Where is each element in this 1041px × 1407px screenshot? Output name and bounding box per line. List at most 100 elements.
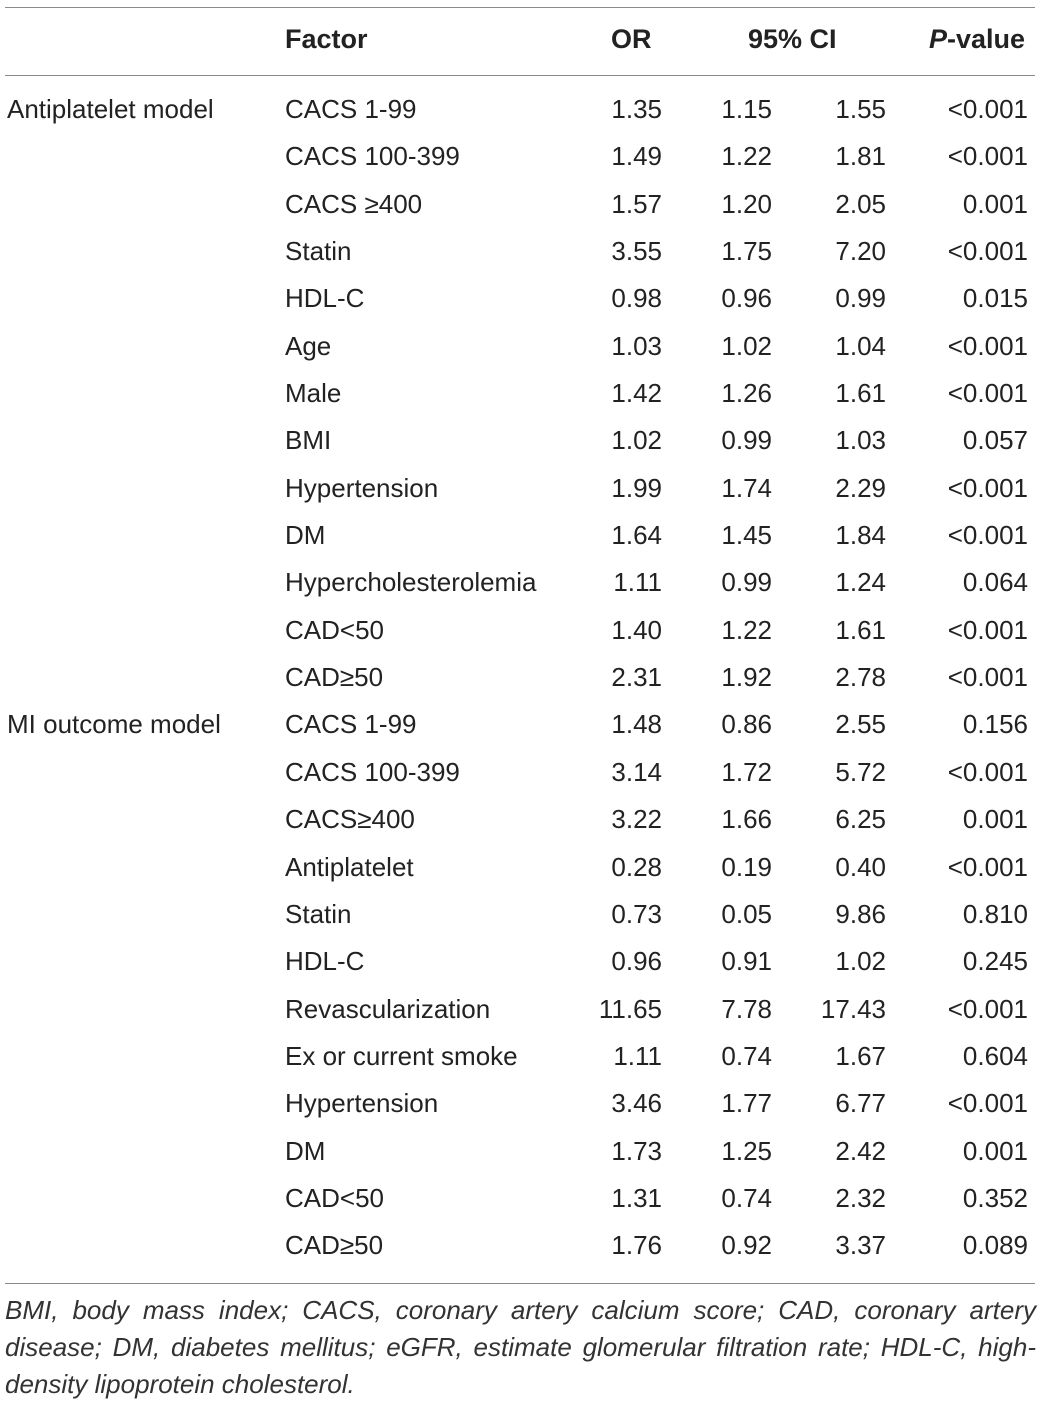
table-row: CAD≥50 1.76 0.92 3.37 0.089 xyxy=(0,1224,1041,1271)
row-or: 1.57 xyxy=(611,188,662,219)
row-or: 1.02 xyxy=(611,425,662,456)
row-ci-upper: 0.40 xyxy=(835,851,886,882)
row-ci-lower: 1.77 xyxy=(721,1088,772,1119)
row-ci-lower: 7.78 xyxy=(721,993,772,1024)
row-or: 3.14 xyxy=(611,756,662,787)
table-header-rule xyxy=(5,75,1035,76)
row-p-value: <0.001 xyxy=(947,236,1028,267)
row-p-value: 0.156 xyxy=(962,709,1028,740)
row-p-value: <0.001 xyxy=(947,94,1028,124)
row-or: 1.40 xyxy=(611,614,662,645)
row-ci-lower: 1.26 xyxy=(721,378,772,409)
row-p-value: <0.001 xyxy=(947,851,1028,882)
row-p-value: 0.001 xyxy=(962,1135,1028,1166)
row-p-value: <0.001 xyxy=(947,614,1028,645)
row-ci-upper: 1.67 xyxy=(835,1040,886,1071)
row-factor: CACS ≥400 xyxy=(285,188,423,219)
row-ci-lower: 0.05 xyxy=(721,898,772,929)
row-factor: HDL-C xyxy=(285,946,365,977)
row-or: 1.48 xyxy=(611,709,662,740)
row-p-value: <0.001 xyxy=(947,472,1028,503)
row-ci-lower: 1.66 xyxy=(721,804,772,835)
table-row: Statin 3.55 1.75 7.20 <0.001 xyxy=(0,230,1041,277)
row-factor: DM xyxy=(285,1135,326,1166)
row-or: 1.42 xyxy=(611,378,662,409)
row-p-value: 0.057 xyxy=(962,425,1028,456)
row-ci-lower: 0.86 xyxy=(721,709,772,740)
row-or: 1.11 xyxy=(613,1040,662,1071)
row-factor: CAD<50 xyxy=(285,1182,384,1213)
row-p-value: 0.604 xyxy=(962,1040,1028,1071)
row-ci-upper: 1.61 xyxy=(835,378,886,409)
row-ci-upper: 1.24 xyxy=(835,567,886,598)
row-p-value: 0.245 xyxy=(962,946,1028,977)
table-top-rule xyxy=(5,7,1035,8)
row-group-label: Antiplatelet model xyxy=(7,94,214,124)
header-p-italic: P xyxy=(929,24,948,54)
row-ci-lower: 0.74 xyxy=(721,1040,772,1071)
row-or: 0.73 xyxy=(611,898,662,929)
row-ci-upper: 2.78 xyxy=(835,662,886,693)
row-p-value: 0.089 xyxy=(962,1230,1028,1261)
row-ci-upper: 1.04 xyxy=(835,330,886,361)
row-or: 2.31 xyxy=(611,662,662,693)
row-factor: Hypertension xyxy=(285,1088,439,1119)
row-ci-upper: 2.55 xyxy=(835,709,886,740)
row-ci-lower: 0.91 xyxy=(721,946,772,977)
row-ci-lower: 1.75 xyxy=(721,236,772,267)
table-row: CACS 100-399 3.14 1.72 5.72 <0.001 xyxy=(0,751,1041,798)
row-factor: Revascularization xyxy=(285,993,491,1024)
row-or: 1.31 xyxy=(611,1182,662,1213)
row-factor: DM xyxy=(285,520,326,551)
table-row: Age 1.03 1.02 1.04 <0.001 xyxy=(0,325,1041,372)
row-factor: Hypercholesterolemia xyxy=(285,567,537,598)
row-ci-upper: 9.86 xyxy=(835,898,886,929)
row-p-value: 0.001 xyxy=(962,188,1028,219)
row-ci-upper: 5.72 xyxy=(835,756,886,787)
table-row: CAD<50 1.40 1.22 1.61 <0.001 xyxy=(0,609,1041,656)
table-footnote: BMI, body mass index; CACS, coronary art… xyxy=(5,1295,1036,1399)
row-ci-lower: 0.92 xyxy=(721,1230,772,1261)
table-row: BMI 1.02 0.99 1.03 0.057 xyxy=(0,419,1041,466)
table-row: Antiplatelet model CACS 1-99 1.35 1.15 1.55 <… xyxy=(0,88,1041,135)
row-ci-lower: 1.02 xyxy=(721,330,772,361)
row-ci-upper: 0.99 xyxy=(835,283,886,314)
table-row: Male 1.42 1.26 1.61 <0.001 xyxy=(0,372,1041,419)
row-or: 0.96 xyxy=(611,946,662,977)
row-or: 1.73 xyxy=(611,1135,662,1166)
row-ci-lower: 1.20 xyxy=(721,188,772,219)
row-or: 3.22 xyxy=(611,804,662,835)
table-header: Factor OR 95% CI P-value xyxy=(0,16,1041,68)
header-or: OR xyxy=(611,24,652,54)
row-ci-lower: 1.15 xyxy=(721,94,772,124)
row-or: 1.35 xyxy=(611,94,662,124)
header-ci: 95% CI xyxy=(748,24,837,54)
table-body: Antiplatelet model CACS 1-99 1.35 1.15 1.55 <… xyxy=(0,88,1041,1272)
row-ci-upper: 1.84 xyxy=(835,520,886,551)
header-p-value: P-value xyxy=(929,24,1025,55)
row-or: 1.99 xyxy=(611,472,662,503)
row-or: 1.11 xyxy=(613,567,662,598)
row-p-value: 0.001 xyxy=(962,804,1028,835)
row-ci-lower: 1.22 xyxy=(721,141,772,172)
row-ci-upper: 1.03 xyxy=(835,425,886,456)
row-ci-lower: 0.19 xyxy=(721,851,772,882)
row-factor: Age xyxy=(285,330,332,361)
header-factor: Factor xyxy=(285,24,368,54)
row-factor: CAD≥50 xyxy=(285,662,384,693)
row-ci-upper: 2.05 xyxy=(835,188,886,219)
table-row: DM 1.64 1.45 1.84 <0.001 xyxy=(0,514,1041,561)
row-factor: Ex or current smoke xyxy=(285,1040,518,1071)
table-row: CACS ≥400 1.57 1.20 2.05 0.001 xyxy=(0,183,1041,230)
row-factor: CACS 1-99 xyxy=(285,709,417,740)
row-ci-upper: 17.43 xyxy=(820,993,886,1024)
row-or: 3.55 xyxy=(611,236,662,267)
row-ci-upper: 1.61 xyxy=(835,614,886,645)
row-ci-lower: 0.99 xyxy=(721,567,772,598)
table-row: CACS≥400 3.22 1.66 6.25 0.001 xyxy=(0,798,1041,845)
row-factor: CACS 100-399 xyxy=(285,756,460,787)
row-factor: Statin xyxy=(285,236,352,267)
row-ci-upper: 1.55 xyxy=(835,94,886,124)
row-ci-upper: 6.77 xyxy=(835,1088,886,1119)
row-factor: CAD<50 xyxy=(285,614,384,645)
